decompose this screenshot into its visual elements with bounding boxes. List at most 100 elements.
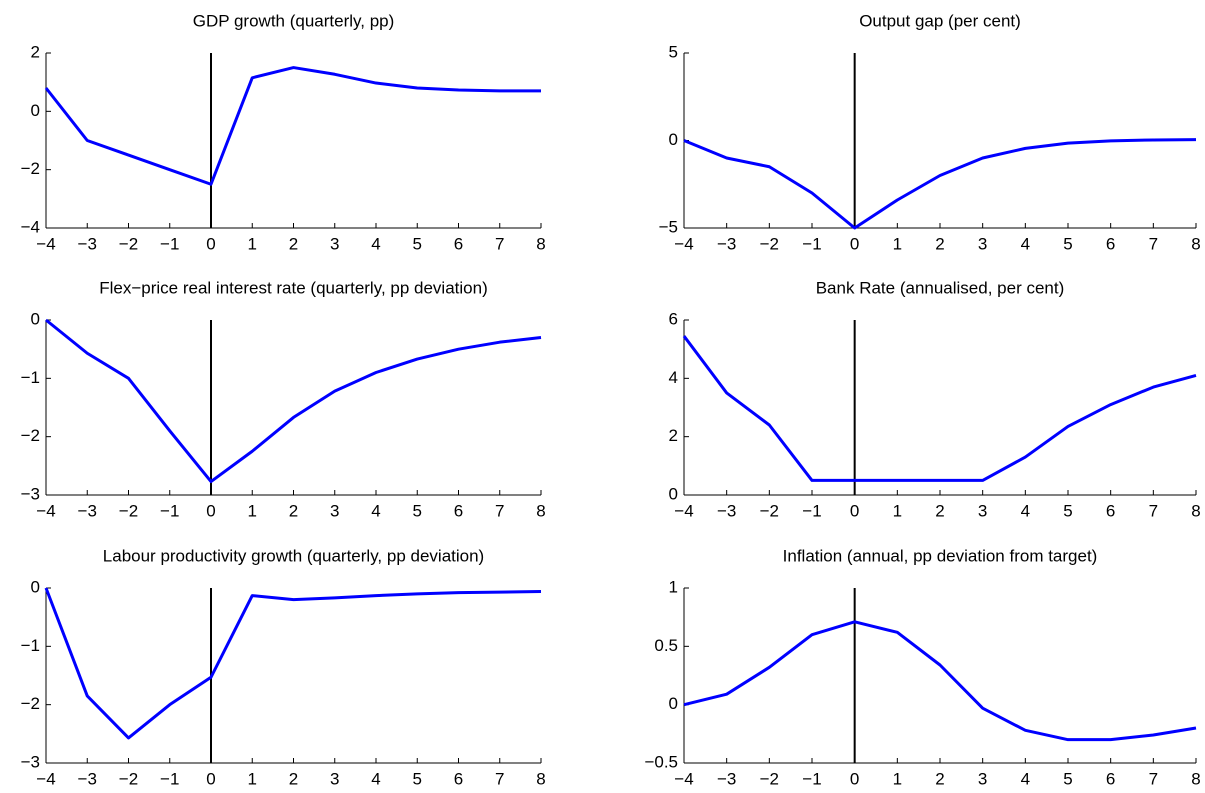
x-tick-label: 2 [289, 769, 298, 788]
x-tick-label: −3 [78, 501, 97, 520]
x-tick-label: 5 [1063, 501, 1072, 520]
y-tick-label: −5 [659, 217, 678, 236]
y-tick-label: 0 [669, 484, 678, 503]
x-tick-label: −4 [674, 501, 693, 520]
x-tick-label: 5 [1063, 234, 1072, 253]
x-tick-label: 3 [978, 769, 987, 788]
x-tick-label: 8 [1191, 234, 1200, 253]
x-tick-label: −4 [36, 234, 55, 253]
x-tick-label: 8 [536, 501, 545, 520]
x-tick-label: 7 [495, 234, 504, 253]
y-tick-label: −2 [21, 159, 40, 178]
x-tick-label: −4 [674, 234, 693, 253]
chart-title: GDP growth (quarterly, pp) [193, 11, 395, 30]
y-tick-label: 4 [669, 368, 678, 387]
y-tick-label: 6 [669, 309, 678, 328]
data-line [44, 587, 542, 740]
data-line [683, 138, 1197, 230]
x-tick-label: 1 [248, 501, 257, 520]
chart-title: Output gap (per cent) [859, 11, 1021, 30]
x-tick-label: 5 [1063, 769, 1072, 788]
chart-title: Inflation (annual, pp deviation from tar… [783, 546, 1098, 565]
x-tick-label: −4 [36, 769, 55, 788]
x-tick-label: 1 [248, 234, 257, 253]
y-tick-label: −1 [21, 636, 40, 655]
x-tick-label: 6 [1106, 769, 1115, 788]
x-tick-label: −2 [760, 769, 779, 788]
x-tick-label: −1 [160, 501, 179, 520]
y-tick-label: 2 [669, 426, 678, 445]
x-tick-label: −1 [802, 501, 821, 520]
x-tick-label: −2 [760, 501, 779, 520]
x-tick-label: 1 [893, 769, 902, 788]
x-tick-label: 6 [454, 234, 463, 253]
y-tick-label: −3 [21, 752, 40, 771]
x-tick-label: 6 [1106, 234, 1115, 253]
x-tick-label: −3 [78, 234, 97, 253]
x-tick-label: 0 [206, 769, 215, 788]
x-tick-label: 7 [1149, 501, 1158, 520]
x-tick-label: 8 [1191, 501, 1200, 520]
x-tick-label: 8 [536, 769, 545, 788]
y-tick-label: −2 [21, 694, 40, 713]
x-tick-label: 3 [330, 769, 339, 788]
chart-title: Labour productivity growth (quarterly, p… [103, 546, 484, 565]
x-tick-label: 2 [935, 769, 944, 788]
y-tick-label: −0.5 [644, 752, 678, 771]
x-tick-label: 2 [289, 501, 298, 520]
y-tick-label: 0 [669, 694, 678, 713]
x-tick-label: 6 [454, 501, 463, 520]
x-tick-label: 8 [536, 234, 545, 253]
y-tick-label: 0.5 [654, 636, 678, 655]
y-tick-label: 0 [31, 309, 40, 328]
x-tick-label: 5 [413, 769, 422, 788]
x-tick-label: −4 [36, 501, 55, 520]
y-tick-label: 1 [669, 577, 678, 596]
y-tick-label: 0 [669, 130, 678, 149]
x-tick-label: 4 [371, 234, 380, 253]
data-line [45, 318, 542, 484]
x-tick-label: 0 [850, 234, 859, 253]
x-tick-label: −2 [119, 769, 138, 788]
x-tick-label: −1 [802, 234, 821, 253]
y-tick-label: 2 [31, 42, 40, 61]
x-tick-label: −1 [160, 234, 179, 253]
x-tick-label: 0 [206, 234, 215, 253]
x-tick-label: −3 [78, 769, 97, 788]
y-tick-label: −3 [21, 484, 40, 503]
y-tick-label: 0 [31, 101, 40, 120]
x-tick-label: 2 [289, 234, 298, 253]
x-tick-label: 2 [935, 501, 944, 520]
x-tick-label: −2 [119, 501, 138, 520]
x-tick-label: −3 [717, 234, 736, 253]
x-tick-label: −2 [119, 234, 138, 253]
x-tick-label: −4 [674, 769, 693, 788]
x-tick-label: 5 [413, 234, 422, 253]
chart-title: Bank Rate (annualised, per cent) [816, 278, 1065, 297]
x-tick-label: −1 [160, 769, 179, 788]
x-tick-label: 1 [893, 501, 902, 520]
x-tick-label: 1 [893, 234, 902, 253]
x-tick-label: 1 [248, 769, 257, 788]
x-tick-label: 0 [206, 501, 215, 520]
x-tick-label: 6 [454, 769, 463, 788]
x-tick-label: 5 [413, 501, 422, 520]
x-tick-label: 7 [1149, 234, 1158, 253]
x-tick-label: −1 [802, 769, 821, 788]
x-tick-label: 6 [1106, 501, 1115, 520]
x-tick-label: 4 [371, 769, 380, 788]
x-tick-label: 3 [978, 501, 987, 520]
x-tick-label: 4 [371, 501, 380, 520]
data-line [683, 620, 1197, 742]
x-tick-label: −3 [717, 769, 736, 788]
y-tick-label: −1 [21, 368, 40, 387]
chart-title: Flex−price real interest rate (quarterly… [99, 278, 488, 297]
x-tick-label: 4 [1021, 769, 1030, 788]
data-line [682, 335, 1197, 482]
y-tick-label: 5 [669, 42, 678, 61]
x-tick-label: 0 [850, 501, 859, 520]
y-tick-label: −4 [21, 217, 40, 236]
x-tick-label: −3 [717, 501, 736, 520]
x-tick-label: 0 [850, 769, 859, 788]
